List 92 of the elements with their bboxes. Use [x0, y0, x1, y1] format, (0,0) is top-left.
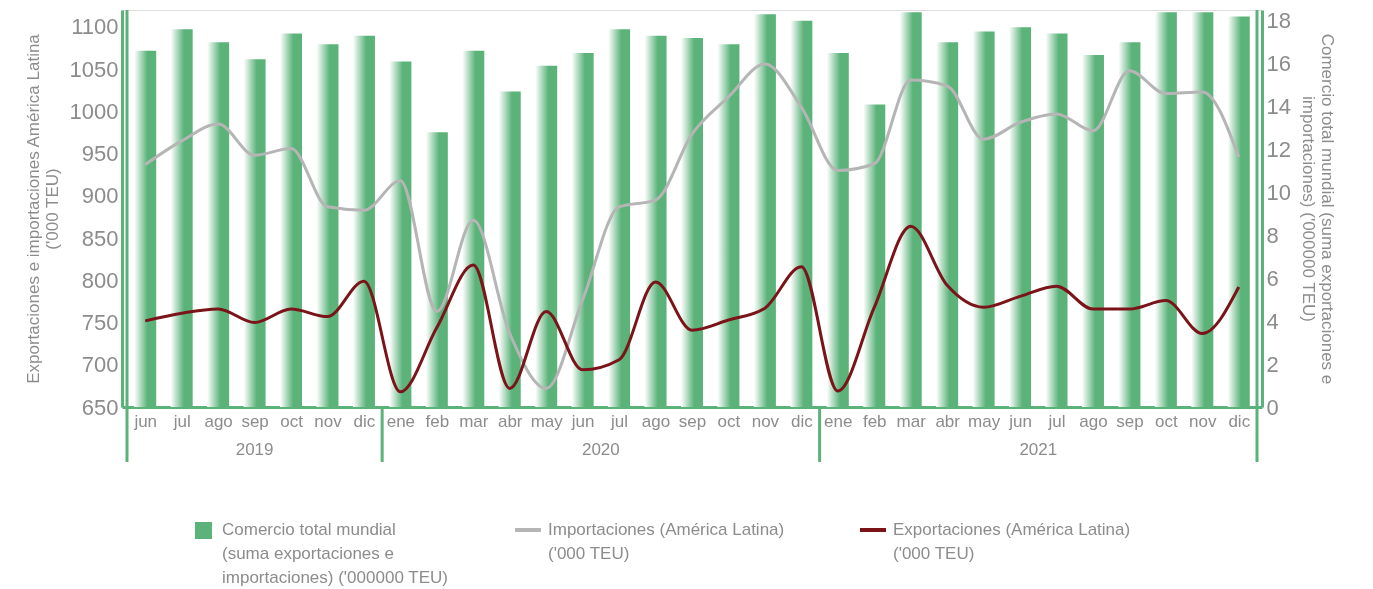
- y2-tick-label: 6: [1266, 265, 1279, 291]
- y-tick-label: 900: [81, 183, 119, 209]
- x-tick-label: nov: [751, 411, 780, 431]
- line-series: [143, 224, 1241, 394]
- x-tick-label: feb: [862, 411, 887, 431]
- bar: [863, 104, 886, 407]
- bar: [462, 50, 485, 407]
- x-tick-label: nov: [1189, 411, 1218, 431]
- x-tick-label: jul: [1047, 411, 1066, 431]
- bar: [1009, 27, 1032, 407]
- y-tick-label: 1050: [69, 56, 119, 82]
- y2-axis-title: Comercio total mundial (suma exportaciones e importaciones) ('000000 TEU): [1298, 33, 1337, 385]
- y-tick-label: 800: [81, 267, 119, 293]
- bar: [280, 33, 303, 407]
- legend-label: Exportaciones (América Latina) ('000 TEU): [893, 520, 1131, 563]
- bar: [1118, 42, 1141, 407]
- x-tick-label: jun: [570, 411, 595, 431]
- x-tick-label: oct: [1155, 411, 1178, 431]
- y-tick-label: 700: [81, 352, 119, 378]
- x-tick-label: ago: [1079, 411, 1108, 431]
- bar: [644, 35, 667, 407]
- x-tick-label: ene: [824, 411, 853, 431]
- y2-tick-label: 8: [1266, 222, 1279, 248]
- bar: [571, 52, 594, 407]
- bar: [498, 91, 521, 407]
- y2-tick-label: 18: [1266, 8, 1291, 34]
- bar: [389, 61, 412, 407]
- y-tick-label: 950: [81, 141, 119, 167]
- y-tick-label: 1100: [71, 14, 119, 40]
- y2-tick-label: 4: [1266, 308, 1279, 334]
- bar: [1191, 12, 1214, 407]
- x-tick-label: oct: [280, 411, 304, 431]
- y2-tick-label: 14: [1266, 94, 1291, 120]
- y2-tick-label: 2: [1266, 351, 1279, 377]
- bar: [425, 132, 448, 407]
- bar: [134, 50, 157, 407]
- bar: [681, 37, 703, 407]
- bar: [316, 44, 339, 407]
- x-tick-label: feb: [425, 411, 450, 431]
- y-tick-label: 850: [81, 225, 119, 251]
- x-tick-label: may: [968, 411, 1001, 431]
- x-tick-label: ago: [204, 411, 233, 431]
- bar: [753, 14, 776, 407]
- x-tick-label: mar: [896, 411, 927, 431]
- x-tick-label: oct: [717, 411, 741, 431]
- x-tick-label: nov: [314, 411, 343, 431]
- bar: [535, 65, 558, 407]
- x-tick-label: ene: [386, 411, 416, 431]
- x-tick-label: sep: [241, 411, 269, 431]
- y2-tick-label: 10: [1266, 179, 1291, 205]
- line-series: [143, 62, 1241, 390]
- bar: [790, 20, 813, 407]
- text: 2019: [235, 440, 274, 459]
- x-tick-label: mar: [459, 411, 489, 431]
- bar: [899, 12, 922, 407]
- x-tick-label: jul: [610, 411, 629, 431]
- x-tick-label: dic: [1228, 411, 1251, 431]
- x-tick-label: sep: [678, 411, 707, 431]
- y-tick-label: 750: [81, 310, 119, 336]
- x-tick-label: jul: [172, 411, 191, 431]
- bar: [1227, 16, 1250, 407]
- bar: [608, 29, 631, 407]
- bar: [717, 44, 740, 407]
- x-tick-label: dic: [790, 411, 814, 431]
- x-tick-label: abr: [935, 411, 961, 431]
- x-tick-label: jun: [1008, 411, 1032, 431]
- y-tick-label: 1000: [69, 98, 119, 124]
- bar: [936, 42, 959, 407]
- bar: [1154, 12, 1177, 407]
- bar: [972, 31, 995, 407]
- text: 2020: [581, 440, 620, 459]
- bar: [243, 59, 266, 407]
- y-axis-title: Exportaciones e importaciones América Latina ('000 TEU): [23, 33, 62, 384]
- x-tick-label: jun: [133, 411, 158, 431]
- legend-label: Importaciones (América Latina) ('000 TEU): [548, 520, 785, 563]
- y2-tick-label: 0: [1266, 394, 1279, 420]
- bar: [207, 42, 230, 407]
- text: 2021: [1019, 440, 1058, 459]
- x-tick-label: sep: [1116, 411, 1144, 431]
- bar: [352, 35, 375, 407]
- x-tick-label: dic: [353, 411, 376, 431]
- y2-tick-label: 12: [1266, 136, 1291, 162]
- y-tick-label: 650: [81, 394, 119, 420]
- x-tick-label: abr: [497, 411, 523, 431]
- y2-tick-label: 16: [1266, 51, 1291, 77]
- x-tick-label: may: [530, 411, 564, 431]
- bar: [170, 29, 193, 407]
- bar: [826, 52, 849, 407]
- bar: [1081, 55, 1104, 407]
- legend-label: Comercio total mundial (suma exportaciones e importaciones) ('000000 TEU): [222, 520, 448, 587]
- bar: [1045, 33, 1068, 407]
- x-tick-label: ago: [641, 411, 671, 431]
